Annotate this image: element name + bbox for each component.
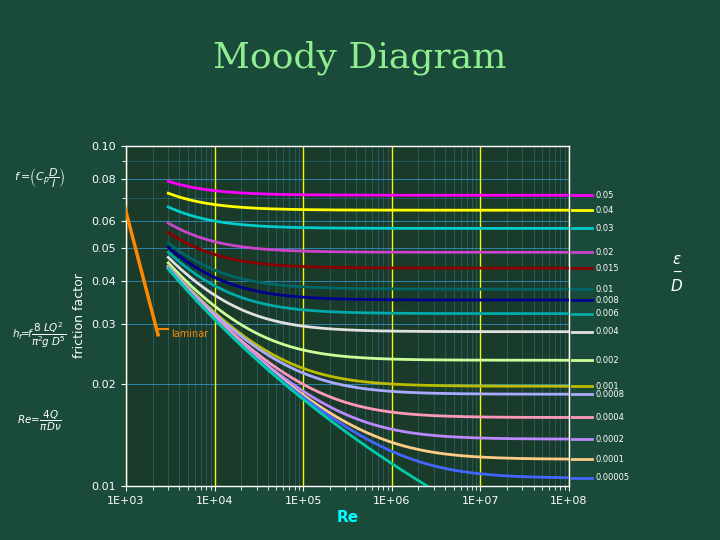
Text: 0.008: 0.008 [596, 295, 619, 305]
Text: $h_f\!\!=\!\!f\dfrac{8\ LQ^2}{\pi^2\!g\ D^5}$: $h_f\!\!=\!\!f\dfrac{8\ LQ^2}{\pi^2\!g\ … [12, 320, 67, 350]
Text: Moody Diagram: Moody Diagram [213, 40, 507, 75]
Text: $D$: $D$ [670, 278, 683, 294]
Text: 0.0004: 0.0004 [596, 413, 625, 422]
X-axis label: Re: Re [336, 510, 359, 525]
Text: 0.015: 0.015 [596, 264, 619, 273]
Text: 0.0002: 0.0002 [596, 435, 625, 443]
Text: ─: ─ [673, 266, 680, 279]
Text: $\varepsilon$: $\varepsilon$ [672, 252, 682, 267]
Text: 0.00005: 0.00005 [596, 473, 630, 482]
Text: 0.004: 0.004 [596, 327, 619, 336]
Text: $Re\!=\!\dfrac{4Q}{\pi D\nu}$: $Re\!=\!\dfrac{4Q}{\pi D\nu}$ [17, 409, 62, 433]
Text: $f=\!\left(C_p\dfrac{D}{l}\right)$: $f=\!\left(C_p\dfrac{D}{l}\right)$ [14, 166, 66, 190]
Y-axis label: friction factor: friction factor [73, 273, 86, 359]
Text: 0.03: 0.03 [596, 224, 614, 233]
Text: 0.001: 0.001 [596, 382, 619, 391]
Text: 0.002: 0.002 [596, 356, 619, 364]
Text: 0.01: 0.01 [596, 285, 614, 294]
Text: laminar: laminar [171, 329, 208, 339]
Text: 0.04: 0.04 [596, 206, 614, 215]
Text: 0.05: 0.05 [596, 191, 614, 200]
Text: 0.02: 0.02 [596, 248, 614, 257]
Text: 0.0001: 0.0001 [596, 455, 625, 463]
Text: 0.006: 0.006 [596, 309, 619, 318]
Text: 0.0008: 0.0008 [596, 390, 625, 399]
